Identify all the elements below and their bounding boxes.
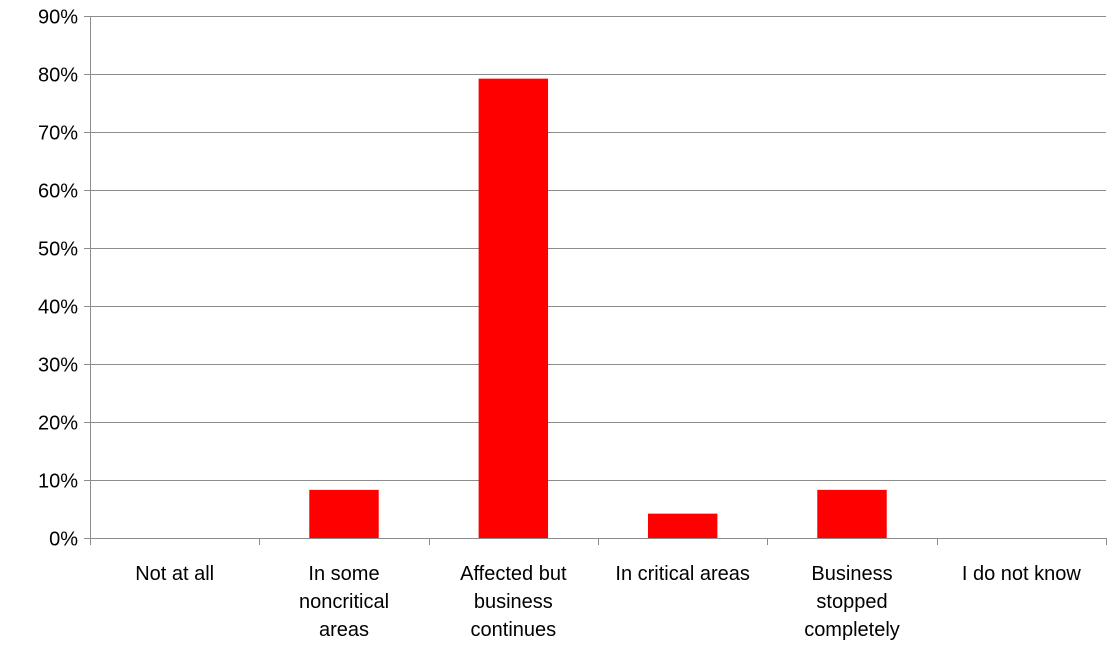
x-tick-label-line: completely — [804, 619, 900, 641]
bar — [478, 78, 549, 538]
x-tick-label-line: In critical areas — [615, 563, 750, 585]
x-tick-label-line: In some — [308, 563, 379, 585]
bar — [309, 489, 379, 538]
y-tick-label: 90% — [38, 7, 78, 29]
axes — [84, 16, 1107, 545]
x-tick-label-line: noncritical — [299, 591, 389, 613]
x-tick-label: Business stopped completely — [804, 563, 900, 641]
y-tick-label: 0% — [49, 529, 78, 551]
x-tick-label-line: business — [474, 591, 553, 613]
gridlines — [90, 16, 1106, 481]
x-tick-label-line: I do not know — [962, 563, 1082, 585]
y-tick-label: 20% — [38, 413, 78, 435]
y-tick-label: 80% — [38, 65, 78, 87]
bar — [647, 513, 718, 538]
x-tick-label-line: Affected but — [460, 563, 567, 585]
y-tick-label: 60% — [38, 181, 78, 203]
y-tick-label: 40% — [38, 297, 78, 319]
y-tick-label: 50% — [38, 239, 78, 261]
x-tick-label-line: continues — [471, 619, 557, 641]
y-tick-label: 30% — [38, 355, 78, 377]
x-tick-label: Affected but business continues — [460, 563, 567, 641]
bar — [817, 489, 887, 538]
x-tick-label: Not at all — [135, 563, 214, 585]
y-tick-labels: 0% 10% 20% 30% 40% 50% 60% 70% 80% 90% — [38, 7, 78, 551]
y-tick-label: 10% — [38, 471, 78, 493]
y-tick-label: 70% — [38, 123, 78, 145]
x-tick-labels: Not at all In some noncritical areas Affecte… — [135, 563, 1081, 641]
x-tick-label-line: Business — [811, 563, 892, 585]
x-tick-label-line: stopped — [816, 591, 887, 613]
x-tick-label-line: areas — [319, 619, 369, 641]
x-tick-label-line: Not at all — [135, 563, 214, 585]
x-tick-label: I do not know — [962, 563, 1082, 585]
x-tick-label: In some noncritical areas — [299, 563, 389, 641]
bars — [309, 78, 887, 538]
x-tick-label: In critical areas — [615, 563, 750, 585]
